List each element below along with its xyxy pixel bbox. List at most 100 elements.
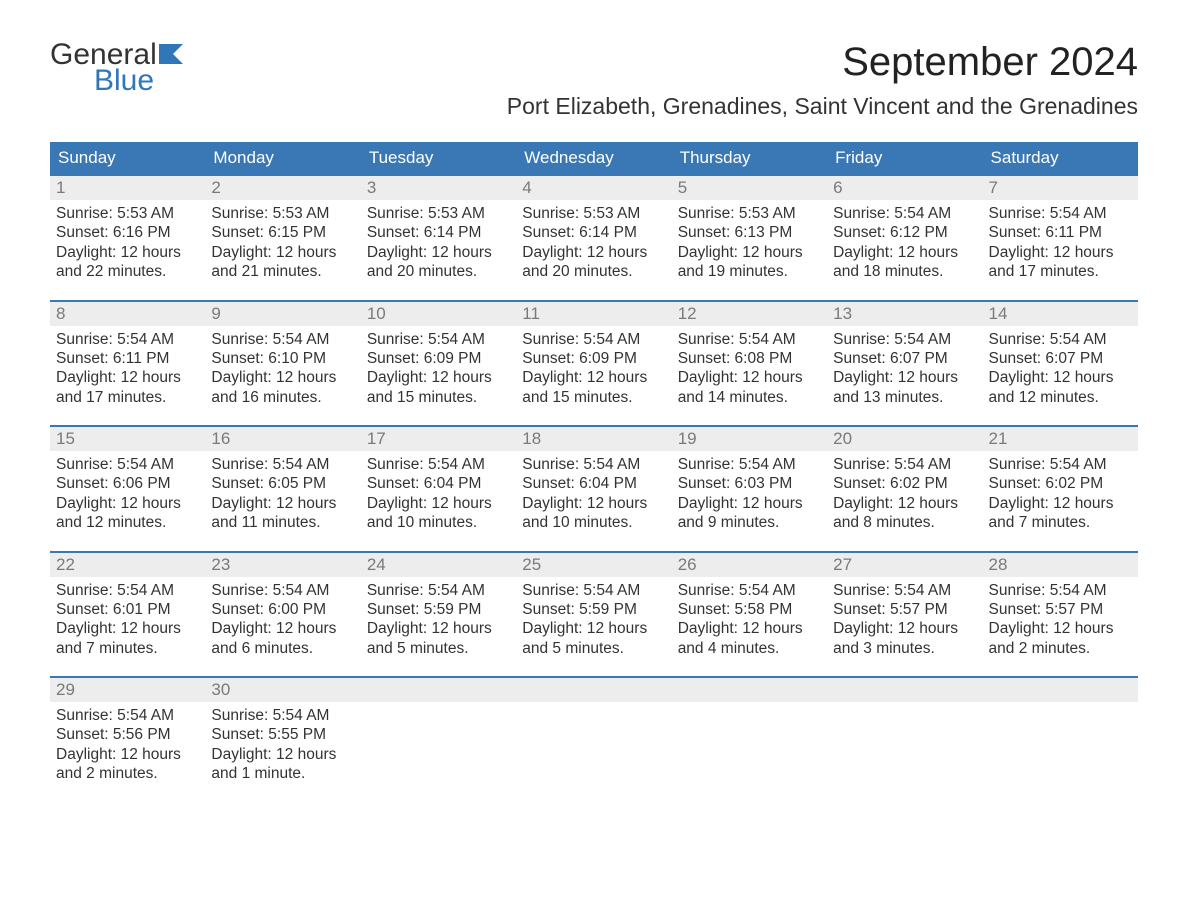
- sunset-text: Sunset: 6:04 PM: [522, 474, 665, 493]
- day-number: 11: [516, 302, 671, 326]
- sunset-text: Sunset: 6:06 PM: [56, 474, 199, 493]
- sunset-text: Sunset: 5:58 PM: [678, 600, 821, 619]
- day-header: Sunday: [50, 142, 205, 174]
- logo-text-2: Blue: [94, 66, 193, 96]
- sunset-text: Sunset: 6:13 PM: [678, 223, 821, 242]
- sunrise-text: Sunrise: 5:54 AM: [367, 455, 510, 474]
- day-number: [672, 678, 827, 702]
- day-header: Friday: [827, 142, 982, 174]
- sunset-text: Sunset: 5:57 PM: [989, 600, 1132, 619]
- calendar-week: 1234567Sunrise: 5:53 AMSunset: 6:16 PMDa…: [50, 174, 1138, 282]
- day-number: 22: [50, 553, 205, 577]
- day-number: 26: [672, 553, 827, 577]
- sunset-text: Sunset: 6:07 PM: [833, 349, 976, 368]
- day-cell: Sunrise: 5:54 AMSunset: 6:11 PMDaylight:…: [50, 326, 205, 408]
- daylight-line1: Daylight: 12 hours: [367, 619, 510, 638]
- daylight-line2: and 18 minutes.: [833, 262, 976, 281]
- daylight-line1: Daylight: 12 hours: [989, 494, 1132, 513]
- daylight-line2: and 21 minutes.: [211, 262, 354, 281]
- sunset-text: Sunset: 6:03 PM: [678, 474, 821, 493]
- day-cell: Sunrise: 5:54 AMSunset: 6:10 PMDaylight:…: [205, 326, 360, 408]
- day-cell: Sunrise: 5:54 AMSunset: 6:00 PMDaylight:…: [205, 577, 360, 659]
- sunrise-text: Sunrise: 5:54 AM: [56, 706, 199, 725]
- daylight-line1: Daylight: 12 hours: [367, 494, 510, 513]
- header: General Blue September 2024 Port Elizabe…: [50, 40, 1138, 120]
- day-cell: Sunrise: 5:54 AMSunset: 5:56 PMDaylight:…: [50, 702, 205, 784]
- sunset-text: Sunset: 5:59 PM: [522, 600, 665, 619]
- sunrise-text: Sunrise: 5:54 AM: [56, 330, 199, 349]
- daylight-line2: and 19 minutes.: [678, 262, 821, 281]
- sunrise-text: Sunrise: 5:54 AM: [989, 330, 1132, 349]
- sunset-text: Sunset: 6:05 PM: [211, 474, 354, 493]
- day-cell: Sunrise: 5:54 AMSunset: 6:05 PMDaylight:…: [205, 451, 360, 533]
- sunrise-text: Sunrise: 5:54 AM: [833, 330, 976, 349]
- sunrise-text: Sunrise: 5:54 AM: [989, 204, 1132, 223]
- day-number: [827, 678, 982, 702]
- day-number: 14: [983, 302, 1138, 326]
- sunset-text: Sunset: 5:56 PM: [56, 725, 199, 744]
- day-number: 17: [361, 427, 516, 451]
- sunrise-text: Sunrise: 5:54 AM: [367, 330, 510, 349]
- day-cell: Sunrise: 5:53 AMSunset: 6:15 PMDaylight:…: [205, 200, 360, 282]
- day-number: 12: [672, 302, 827, 326]
- flag-icon: [159, 44, 193, 68]
- sunset-text: Sunset: 6:01 PM: [56, 600, 199, 619]
- daylight-line1: Daylight: 12 hours: [678, 494, 821, 513]
- daylight-line2: and 15 minutes.: [522, 388, 665, 407]
- sunrise-text: Sunrise: 5:54 AM: [367, 581, 510, 600]
- day-number: 8: [50, 302, 205, 326]
- daylight-line1: Daylight: 12 hours: [211, 494, 354, 513]
- sunrise-text: Sunrise: 5:54 AM: [522, 330, 665, 349]
- daylight-line1: Daylight: 12 hours: [522, 619, 665, 638]
- daylight-line2: and 12 minutes.: [989, 388, 1132, 407]
- day-cell: Sunrise: 5:54 AMSunset: 6:09 PMDaylight:…: [361, 326, 516, 408]
- sunrise-text: Sunrise: 5:54 AM: [678, 581, 821, 600]
- day-number-row: 2930: [50, 678, 1138, 702]
- day-number: 13: [827, 302, 982, 326]
- day-cell: Sunrise: 5:54 AMSunset: 5:57 PMDaylight:…: [827, 577, 982, 659]
- sunset-text: Sunset: 6:11 PM: [56, 349, 199, 368]
- calendar-week: 891011121314Sunrise: 5:54 AMSunset: 6:11…: [50, 300, 1138, 408]
- daylight-line2: and 5 minutes.: [367, 639, 510, 658]
- day-number: 29: [50, 678, 205, 702]
- day-number: 21: [983, 427, 1138, 451]
- day-cell: Sunrise: 5:54 AMSunset: 5:58 PMDaylight:…: [672, 577, 827, 659]
- day-number: 5: [672, 176, 827, 200]
- day-header: Monday: [205, 142, 360, 174]
- sunset-text: Sunset: 6:09 PM: [522, 349, 665, 368]
- daylight-line2: and 20 minutes.: [367, 262, 510, 281]
- sunrise-text: Sunrise: 5:54 AM: [833, 581, 976, 600]
- day-header: Thursday: [672, 142, 827, 174]
- sunrise-text: Sunrise: 5:54 AM: [833, 204, 976, 223]
- day-cell: [361, 702, 516, 784]
- sunset-text: Sunset: 6:14 PM: [522, 223, 665, 242]
- daylight-line2: and 4 minutes.: [678, 639, 821, 658]
- day-number: [516, 678, 671, 702]
- day-cell: Sunrise: 5:54 AMSunset: 5:57 PMDaylight:…: [983, 577, 1138, 659]
- day-cell: Sunrise: 5:54 AMSunset: 6:03 PMDaylight:…: [672, 451, 827, 533]
- calendar-week: 22232425262728Sunrise: 5:54 AMSunset: 6:…: [50, 551, 1138, 659]
- day-number-row: 1234567: [50, 176, 1138, 200]
- day-cell: [516, 702, 671, 784]
- day-cell: Sunrise: 5:53 AMSunset: 6:13 PMDaylight:…: [672, 200, 827, 282]
- day-number: 2: [205, 176, 360, 200]
- day-cell: Sunrise: 5:54 AMSunset: 6:07 PMDaylight:…: [983, 326, 1138, 408]
- daylight-line2: and 13 minutes.: [833, 388, 976, 407]
- sunset-text: Sunset: 6:15 PM: [211, 223, 354, 242]
- sunrise-text: Sunrise: 5:54 AM: [56, 455, 199, 474]
- sunset-text: Sunset: 6:08 PM: [678, 349, 821, 368]
- daylight-line2: and 22 minutes.: [56, 262, 199, 281]
- sunset-text: Sunset: 6:09 PM: [367, 349, 510, 368]
- day-cell: Sunrise: 5:54 AMSunset: 6:02 PMDaylight:…: [827, 451, 982, 533]
- sunrise-text: Sunrise: 5:54 AM: [678, 455, 821, 474]
- day-cell: Sunrise: 5:53 AMSunset: 6:14 PMDaylight:…: [516, 200, 671, 282]
- sunset-text: Sunset: 5:55 PM: [211, 725, 354, 744]
- day-number: 6: [827, 176, 982, 200]
- sunset-text: Sunset: 6:02 PM: [833, 474, 976, 493]
- daylight-line1: Daylight: 12 hours: [211, 619, 354, 638]
- daylight-line2: and 20 minutes.: [522, 262, 665, 281]
- daylight-line1: Daylight: 12 hours: [211, 745, 354, 764]
- day-header: Tuesday: [361, 142, 516, 174]
- daylight-line1: Daylight: 12 hours: [56, 745, 199, 764]
- daylight-line2: and 11 minutes.: [211, 513, 354, 532]
